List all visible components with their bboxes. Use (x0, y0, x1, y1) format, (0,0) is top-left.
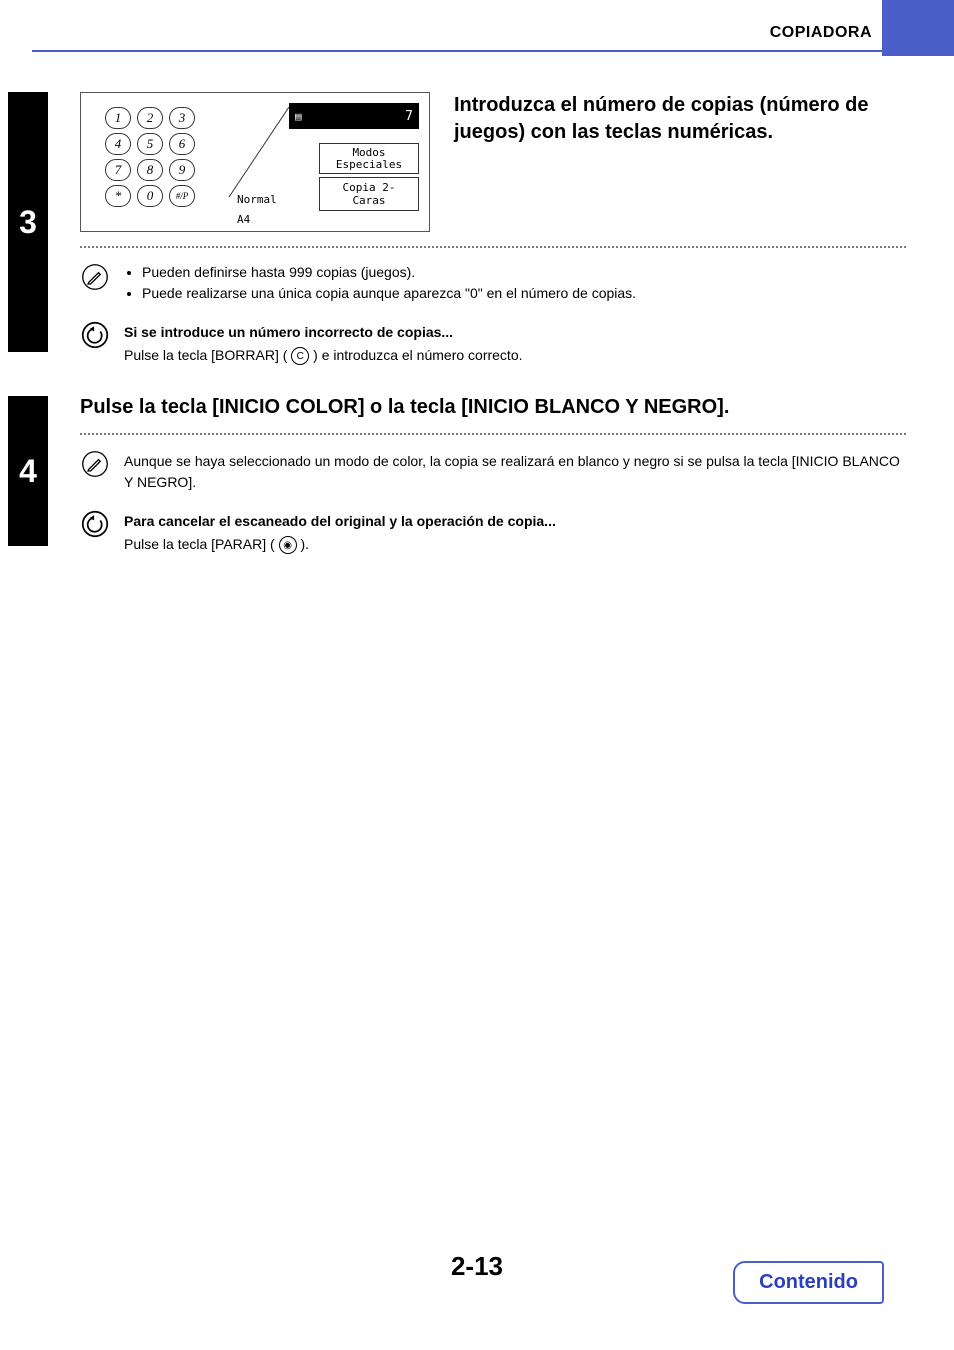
section-title: COPIADORA (770, 24, 872, 42)
key-3: 3 (169, 107, 195, 129)
key-6: 6 (169, 133, 195, 155)
header-rule (32, 50, 882, 52)
numeric-keypad: 1 2 3 4 5 6 7 8 9 * 0 #/ (105, 107, 197, 209)
warn-text: Pulse la tecla [PARAR] ( ◉ ). (124, 534, 556, 555)
clear-key-icon: C (291, 347, 309, 365)
divider (80, 246, 906, 248)
header: COPIADORA (0, 0, 954, 56)
two-sided-copy-button: Copia 2-Caras (319, 177, 419, 211)
step-3-title: Introduzca el número de copias (número d… (454, 92, 906, 146)
header-tab (882, 0, 954, 56)
info-note: Pueden definirse hasta 999 copias (juego… (80, 262, 906, 304)
key-7: 7 (105, 159, 131, 181)
step-4: 4 Pulse la tecla [INICIO COLOR] o la tec… (60, 396, 906, 555)
step-number-badge: 4 (8, 396, 48, 546)
info-note: Aunque se haya seleccionado un modo de c… (80, 449, 906, 493)
key-9: 9 (169, 159, 195, 181)
copies-icon: ▤ (295, 110, 302, 123)
key-1: 1 (105, 107, 131, 129)
special-modes-button: Modos Especiales (319, 143, 419, 174)
step-3: 3 1 2 3 4 5 6 7 8 (60, 92, 906, 366)
undo-note: Si se introduce un número incorrecto de … (80, 320, 906, 366)
undo-icon (80, 509, 110, 539)
note-bullet-1: Pueden definirse hasta 999 copias (juego… (142, 262, 636, 283)
label-a4: A4 (237, 213, 250, 226)
step-number-badge: 3 (8, 92, 48, 352)
note-text: Aunque se haya seleccionado un modo de c… (124, 451, 906, 493)
contents-button[interactable]: Contenido (733, 1261, 884, 1304)
key-2: 2 (137, 107, 163, 129)
label-normal: Normal (237, 193, 277, 206)
step-4-title: Pulse la tecla [INICIO COLOR] o la tecla… (80, 396, 906, 419)
key-4: 4 (105, 133, 131, 155)
key-star: * (105, 185, 131, 207)
steps-container: 3 1 2 3 4 5 6 7 8 (60, 92, 906, 555)
copy-count-display: ▤ 7 (289, 103, 419, 129)
pencil-icon (80, 262, 110, 292)
copy-count-value: 7 (405, 109, 413, 124)
divider (80, 433, 906, 435)
undo-note: Para cancelar el escaneado del original … (80, 509, 906, 555)
undo-icon (80, 320, 110, 350)
key-8: 8 (137, 159, 163, 181)
note-bullet-2: Puede realizarse una única copia aunque … (142, 283, 636, 304)
page: { "header": { "section": "COPIADORA" }, … (0, 0, 954, 1350)
stop-key-icon: ◉ (279, 536, 297, 554)
key-hash: #/P (169, 185, 195, 207)
pencil-icon (80, 449, 110, 479)
warn-title: Para cancelar el escaneado del original … (124, 511, 556, 532)
control-panel-diagram: 1 2 3 4 5 6 7 8 9 * 0 #/ (80, 92, 430, 232)
warn-text: Pulse la tecla [BORRAR] ( C ) e introduz… (124, 345, 523, 366)
key-5: 5 (137, 133, 163, 155)
key-0: 0 (137, 185, 163, 207)
warn-title: Si se introduce un número incorrecto de … (124, 322, 523, 343)
